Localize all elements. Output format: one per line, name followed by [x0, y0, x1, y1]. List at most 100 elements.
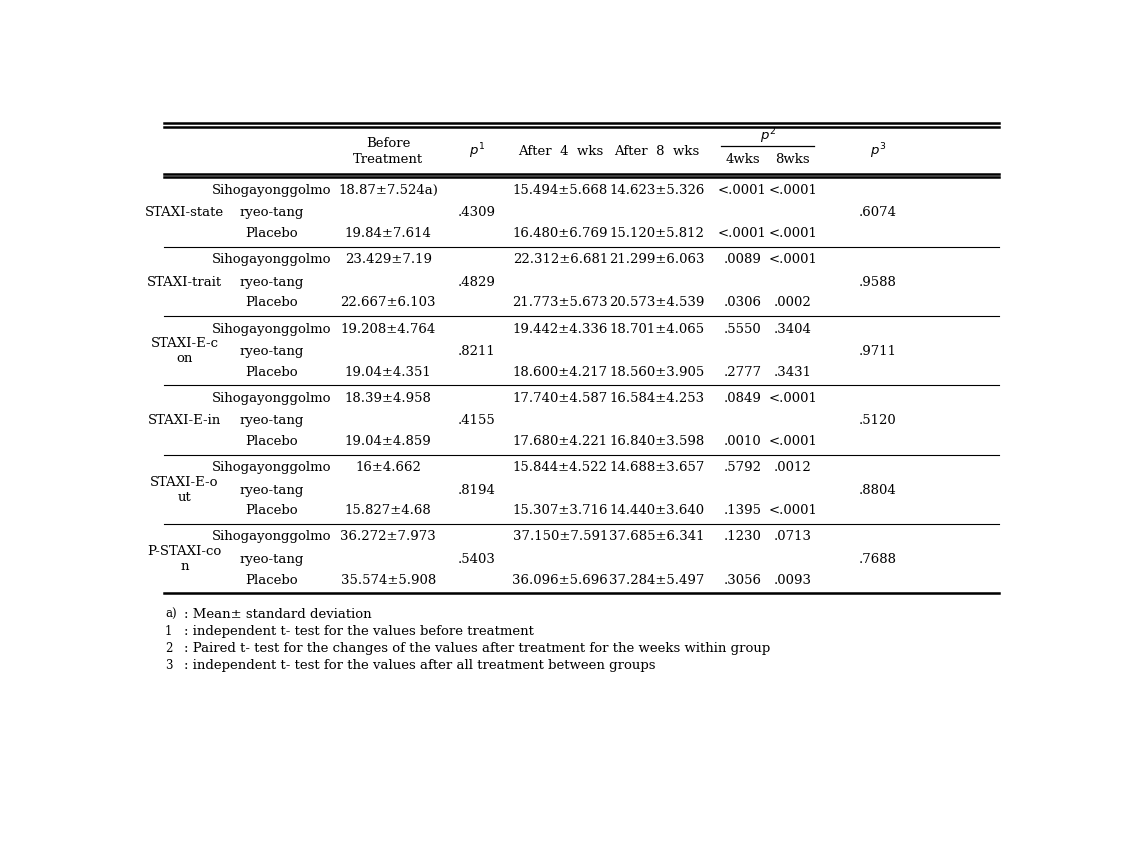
Text: .8804: .8804	[860, 484, 897, 497]
Text: .6074: .6074	[858, 207, 897, 219]
Text: 14.440±3.640: 14.440±3.640	[610, 504, 704, 518]
Text: $p^3$: $p^3$	[870, 142, 886, 161]
Text: 3: 3	[166, 659, 172, 672]
Text: 23.429±7.19: 23.429±7.19	[345, 253, 432, 266]
Text: $p^1$: $p^1$	[468, 142, 484, 161]
Text: Placebo: Placebo	[246, 573, 298, 587]
Text: Before: Before	[366, 137, 411, 150]
Text: a): a)	[166, 609, 177, 621]
Text: Placebo: Placebo	[246, 366, 298, 379]
Text: 21.773±5.673: 21.773±5.673	[513, 297, 608, 309]
Text: 36.096±5.696: 36.096±5.696	[513, 573, 608, 587]
Text: 1: 1	[166, 626, 172, 638]
Text: .5403: .5403	[458, 553, 496, 566]
Text: 15.307±3.716: 15.307±3.716	[513, 504, 608, 518]
Text: 37.150±7.591: 37.150±7.591	[513, 530, 608, 544]
Text: Sihogayonggolmo: Sihogayonggolmo	[212, 184, 332, 197]
Text: <.0001: <.0001	[718, 227, 767, 240]
Text: Placebo: Placebo	[246, 297, 298, 309]
Text: 8wks: 8wks	[776, 153, 810, 166]
Text: 16.584±4.253: 16.584±4.253	[610, 392, 704, 405]
Text: <.0001: <.0001	[769, 184, 818, 197]
Text: <.0001: <.0001	[769, 253, 818, 266]
Text: 19.04±4.859: 19.04±4.859	[345, 435, 432, 448]
Text: STAXI-trait: STAXI-trait	[146, 276, 222, 288]
Text: 15.827±4.68: 15.827±4.68	[345, 504, 432, 518]
Text: 22.667±6.103: 22.667±6.103	[340, 297, 435, 309]
Text: STAXI-state: STAXI-state	[145, 207, 223, 219]
Text: 4wks: 4wks	[725, 153, 760, 166]
Text: .0713: .0713	[773, 530, 812, 544]
Text: 14.688±3.657: 14.688±3.657	[609, 461, 705, 474]
Text: 15.120±5.812: 15.120±5.812	[610, 227, 704, 240]
Text: 22.312±6.681: 22.312±6.681	[513, 253, 608, 266]
Text: .8194: .8194	[458, 484, 496, 497]
Text: Sihogayonggolmo: Sihogayonggolmo	[212, 323, 332, 336]
Text: 16.480±6.769: 16.480±6.769	[513, 227, 608, 240]
Text: .0093: .0093	[773, 573, 812, 587]
Text: .0306: .0306	[723, 297, 761, 309]
Text: Sihogayonggolmo: Sihogayonggolmo	[212, 253, 332, 266]
Text: STAXI-E-in: STAXI-E-in	[147, 414, 221, 427]
Text: .0012: .0012	[773, 461, 812, 474]
Text: .4829: .4829	[458, 276, 496, 288]
Text: 15.844±4.522: 15.844±4.522	[513, 461, 608, 474]
Text: : independent t- test for the values after all treatment between groups: : independent t- test for the values aft…	[185, 659, 655, 672]
Text: 20.573±4.539: 20.573±4.539	[609, 297, 705, 309]
Text: .9711: .9711	[858, 345, 897, 358]
Text: ryeo-tang: ryeo-tang	[239, 414, 304, 427]
Text: ryeo-tang: ryeo-tang	[239, 207, 304, 219]
Text: ryeo-tang: ryeo-tang	[239, 484, 304, 497]
Text: 37.284±5.497: 37.284±5.497	[609, 573, 705, 587]
Text: <.0001: <.0001	[769, 435, 818, 448]
Text: Treatment: Treatment	[353, 153, 423, 166]
Text: ryeo-tang: ryeo-tang	[239, 276, 304, 288]
Text: .3404: .3404	[773, 323, 812, 336]
Text: .0849: .0849	[723, 392, 761, 405]
Text: 15.494±5.668: 15.494±5.668	[513, 184, 608, 197]
Text: .1395: .1395	[723, 504, 761, 518]
Text: Placebo: Placebo	[246, 227, 298, 240]
Text: 16.840±3.598: 16.840±3.598	[609, 435, 704, 448]
Text: .0089: .0089	[723, 253, 761, 266]
Text: .2777: .2777	[723, 366, 761, 379]
Text: 19.04±4.351: 19.04±4.351	[345, 366, 432, 379]
Text: 18.87±7.524a): 18.87±7.524a)	[338, 184, 438, 197]
Text: .0002: .0002	[773, 297, 812, 309]
Text: STAXI-E-o
ut: STAXI-E-o ut	[150, 476, 219, 504]
Text: 21.299±6.063: 21.299±6.063	[609, 253, 705, 266]
Text: 37.685±6.341: 37.685±6.341	[609, 530, 705, 544]
Text: 18.701±4.065: 18.701±4.065	[610, 323, 704, 336]
Text: 17.680±4.221: 17.680±4.221	[513, 435, 608, 448]
Text: 19.208±4.764: 19.208±4.764	[340, 323, 435, 336]
Text: 36.272±7.973: 36.272±7.973	[340, 530, 437, 544]
Text: <.0001: <.0001	[718, 184, 767, 197]
Text: STAXI-E-c
on: STAXI-E-c on	[151, 337, 219, 365]
Text: 16±4.662: 16±4.662	[355, 461, 421, 474]
Text: <.0001: <.0001	[769, 227, 818, 240]
Text: .8211: .8211	[458, 345, 496, 358]
Text: .7688: .7688	[858, 553, 897, 566]
Text: .5120: .5120	[860, 414, 897, 427]
Text: After  8  wks: After 8 wks	[615, 145, 700, 158]
Text: .4155: .4155	[458, 414, 496, 427]
Text: .3431: .3431	[773, 366, 812, 379]
Text: .5550: .5550	[723, 323, 761, 336]
Text: Sihogayonggolmo: Sihogayonggolmo	[212, 392, 332, 405]
Text: Placebo: Placebo	[246, 435, 298, 448]
Text: 18.600±4.217: 18.600±4.217	[513, 366, 608, 379]
Text: Sihogayonggolmo: Sihogayonggolmo	[212, 461, 332, 474]
Text: .9588: .9588	[860, 276, 897, 288]
Text: .5792: .5792	[723, 461, 761, 474]
Text: .4309: .4309	[457, 207, 496, 219]
Text: .3056: .3056	[723, 573, 761, 587]
Text: <.0001: <.0001	[769, 504, 818, 518]
Text: : Mean± standard deviation: : Mean± standard deviation	[185, 609, 372, 621]
Text: 18.560±3.905: 18.560±3.905	[609, 366, 704, 379]
Text: : independent t- test for the values before treatment: : independent t- test for the values bef…	[185, 626, 534, 638]
Text: After  4  wks: After 4 wks	[517, 145, 603, 158]
Text: 19.442±4.336: 19.442±4.336	[513, 323, 608, 336]
Text: $p^2$: $p^2$	[760, 126, 776, 146]
Text: .1230: .1230	[723, 530, 761, 544]
Text: 19.84±7.614: 19.84±7.614	[345, 227, 432, 240]
